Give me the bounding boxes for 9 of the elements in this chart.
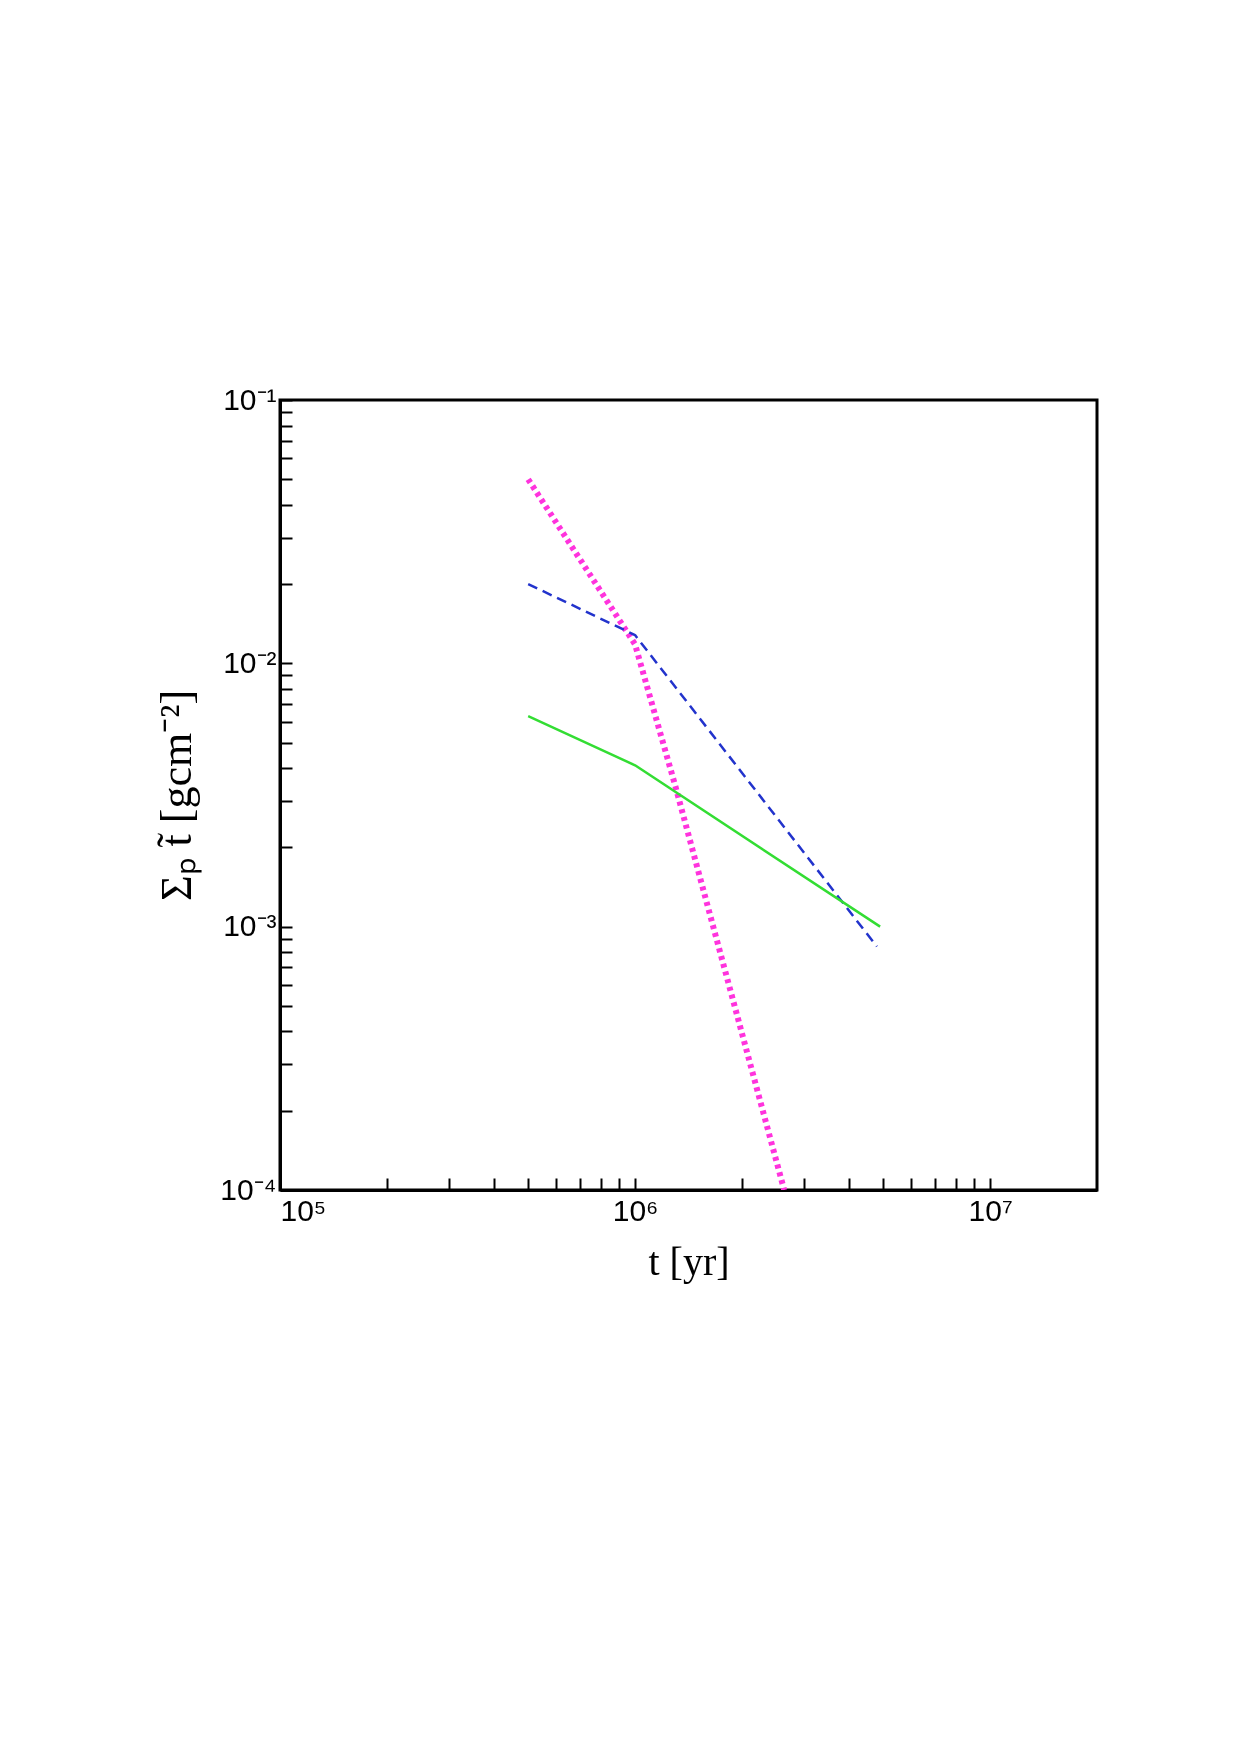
x-tick-label: 10⁵ [280,1193,327,1227]
x-axis-title: t [yr] [648,1238,730,1284]
y-tick-label: 10⁻¹ [223,382,277,416]
x-tick-label: 10⁷ [968,1193,1013,1227]
y-tick-label: 10⁻³ [223,909,277,943]
y-tick-label: 10⁻² [223,645,277,679]
x-tick-label: 10⁶ [612,1193,659,1227]
y-axis-title: Σₚ t̃ [gcm⁻²] [152,689,203,902]
y-tick-label: 10⁻⁴ [220,1172,277,1206]
